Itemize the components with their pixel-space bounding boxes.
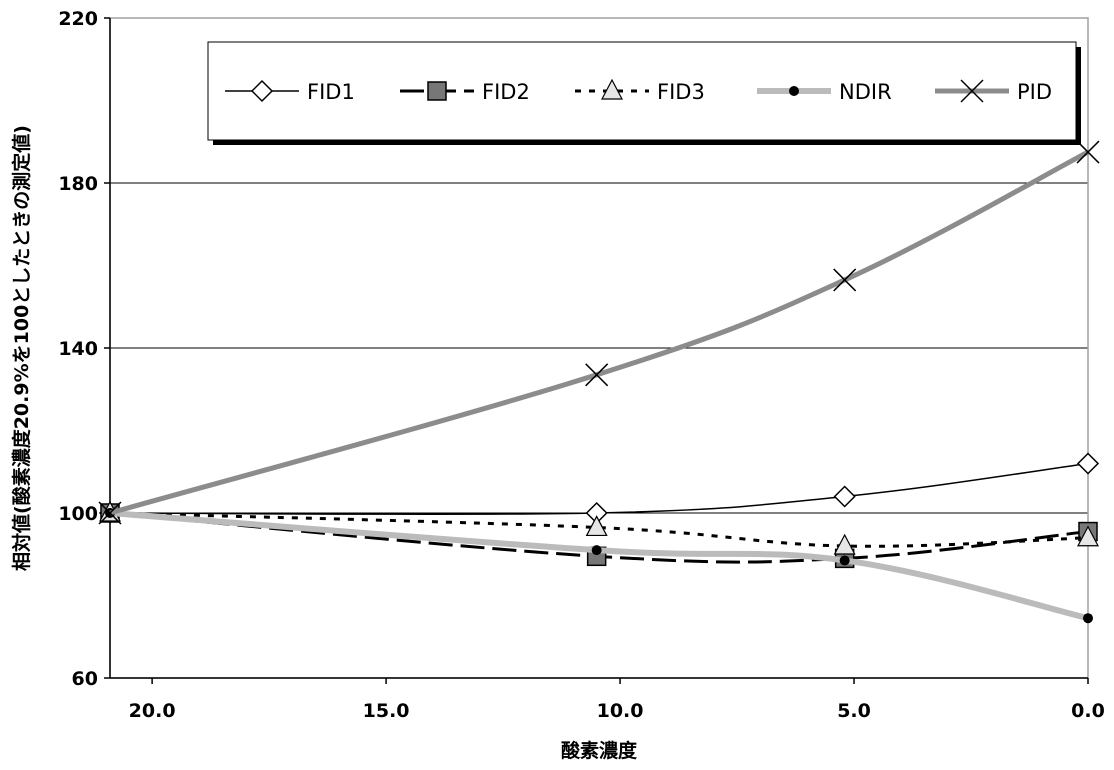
y-tick-label: 140 xyxy=(58,338,98,360)
x-tick-label: 5.0 xyxy=(837,700,871,722)
data-point-ndir xyxy=(839,555,850,566)
x-axis-ticks: 20.0 15.0 10.0 5.0 0.0 xyxy=(129,678,1105,722)
x-tick-label: 0.0 xyxy=(1071,700,1105,722)
data-point-ndir xyxy=(591,545,602,556)
series-line-fid3 xyxy=(109,511,1089,548)
data-point-pid xyxy=(585,363,609,387)
data-point-fid3 xyxy=(1077,525,1099,547)
series-line-fid1 xyxy=(109,462,1089,516)
y-tick-label: 180 xyxy=(58,173,98,195)
y-tick-label: 220 xyxy=(58,8,98,30)
legend-marker-ndir xyxy=(789,86,799,96)
legend-item-fid3: FID3 xyxy=(575,78,705,104)
series-pid xyxy=(98,140,1100,525)
legend-items: FID1 FID2 FID3 NDIR PID xyxy=(225,78,1052,104)
data-point-fid1 xyxy=(833,485,856,508)
legend-marker-fid2 xyxy=(427,81,447,101)
data-point-ndir xyxy=(1083,613,1093,624)
data-point-pid xyxy=(833,268,857,292)
data-point-fid3 xyxy=(585,515,608,537)
legend-item-ndir: NDIR xyxy=(757,80,892,104)
data-point-fid3 xyxy=(833,533,856,555)
series-line-ndir xyxy=(109,510,1089,622)
legend-label-ndir: NDIR xyxy=(839,80,892,104)
legend-item-pid: PID xyxy=(935,79,1052,104)
data-point-fid1 xyxy=(1076,452,1100,475)
y-tick-label: 60 xyxy=(72,668,98,690)
legend-marker-fid1 xyxy=(250,79,274,103)
legend-box xyxy=(207,41,1077,141)
legend-label-fid2: FID2 xyxy=(482,80,530,104)
legend-label-fid1: FID1 xyxy=(307,80,355,104)
series-line-pid xyxy=(109,149,1090,516)
legend-item-fid1: FID1 xyxy=(225,79,355,104)
y-axis-title: 相対値(酸素濃度20.9%を100としたときの測定値) xyxy=(10,125,33,571)
y-tick-label: 100 xyxy=(58,503,98,525)
x-tick-label: 15.0 xyxy=(363,700,410,722)
legend-marker-pid xyxy=(960,79,984,103)
legend-label-pid: PID xyxy=(1017,80,1052,104)
legend: FID1 FID2 FID3 NDIR PID xyxy=(207,41,1081,145)
x-tick-label: 20.0 xyxy=(129,700,176,722)
legend-marker-fid3 xyxy=(601,78,623,100)
legend-item-fid2: FID2 xyxy=(400,80,530,104)
x-tick-label: 10.0 xyxy=(597,700,644,722)
x-axis-title: 酸素濃度 xyxy=(561,739,638,762)
series-layer xyxy=(98,140,1100,624)
legend-label-fid3: FID3 xyxy=(657,80,705,104)
data-point-pid xyxy=(98,501,122,525)
